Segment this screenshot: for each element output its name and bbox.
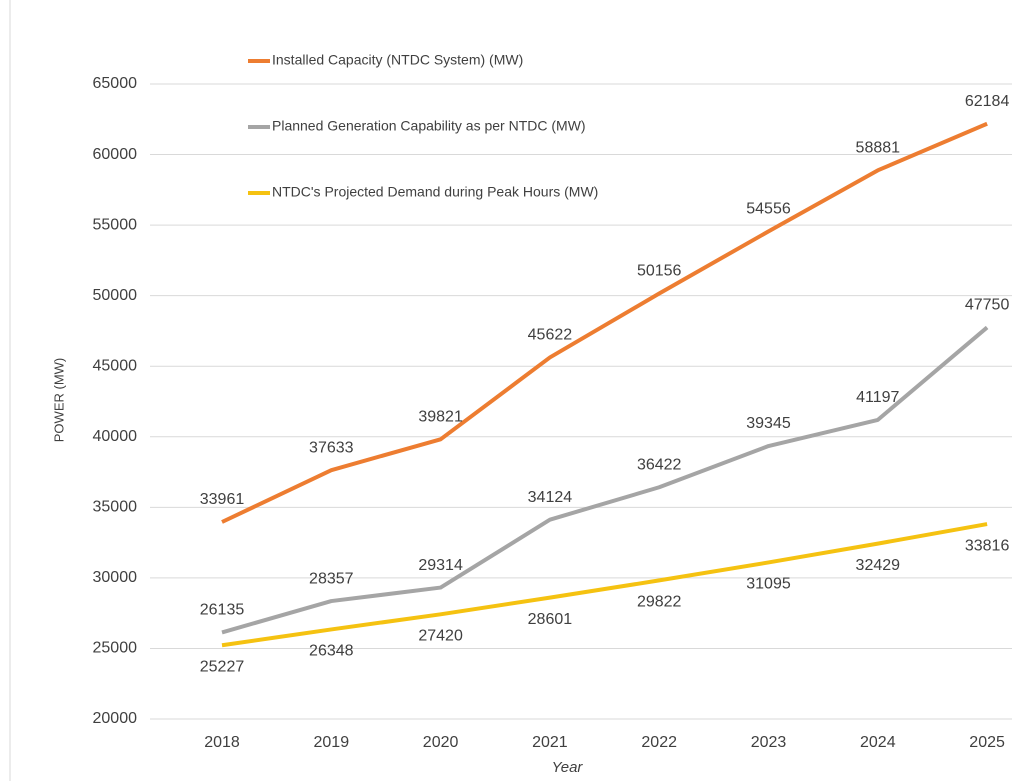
data-label: 50156 — [637, 263, 682, 280]
y-tick-label: 55000 — [93, 216, 138, 233]
data-label: 26135 — [200, 602, 245, 619]
data-label: 37633 — [309, 439, 354, 456]
data-label: 41197 — [856, 389, 899, 406]
legend-label: Planned Generation Capability as per NTD… — [272, 118, 586, 134]
y-tick-label: 65000 — [93, 75, 138, 92]
data-label: 58881 — [856, 140, 901, 157]
x-tick-label: 2020 — [423, 734, 459, 751]
data-label: 34124 — [528, 489, 573, 506]
x-tick-label: 2023 — [751, 734, 787, 751]
y-tick-label: 35000 — [93, 499, 138, 516]
data-label: 54556 — [746, 201, 791, 218]
data-label: 29822 — [637, 594, 682, 611]
y-tick-label: 30000 — [93, 569, 138, 586]
data-label: 33961 — [200, 491, 245, 508]
data-label: 45622 — [528, 327, 573, 344]
data-label: 26348 — [309, 643, 354, 660]
y-axis-label: POWER (MW) — [51, 358, 66, 442]
x-tick-label: 2019 — [314, 734, 350, 751]
series-line — [221, 325, 989, 635]
series-line — [221, 522, 988, 648]
data-label: 39345 — [746, 415, 791, 432]
data-label: 31095 — [746, 576, 791, 593]
y-tick-label: 50000 — [93, 287, 138, 304]
data-label: 28601 — [528, 611, 573, 628]
series-line — [221, 121, 988, 524]
x-tick-label: 2025 — [969, 734, 1005, 751]
data-label: 27420 — [418, 628, 463, 645]
x-tick-label: 2021 — [532, 734, 568, 751]
data-label: 36422 — [637, 456, 682, 473]
x-tick-label: 2018 — [204, 734, 240, 751]
y-tick-label: 20000 — [93, 710, 138, 727]
data-label: 28357 — [309, 570, 354, 587]
data-label: 32429 — [856, 557, 901, 574]
data-label: 25227 — [200, 658, 245, 675]
data-label: 33816 — [965, 537, 1010, 554]
legend-label: Installed Capacity (NTDC System) (MW) — [272, 52, 523, 68]
x-tick-label: 2022 — [641, 734, 677, 751]
legend-label: NTDC's Projected Demand during Peak Hour… — [272, 184, 598, 200]
data-label: 29314 — [418, 557, 463, 574]
data-label: 47750 — [965, 297, 1010, 314]
y-tick-label: 40000 — [93, 428, 138, 445]
y-tick-label: 60000 — [93, 146, 138, 163]
x-tick-label: 2024 — [860, 734, 896, 751]
y-tick-label: 25000 — [93, 640, 138, 657]
data-label: 62184 — [965, 93, 1010, 110]
x-axis-label: Year — [552, 759, 584, 776]
data-label: 39821 — [418, 409, 463, 426]
y-tick-label: 45000 — [93, 357, 138, 374]
